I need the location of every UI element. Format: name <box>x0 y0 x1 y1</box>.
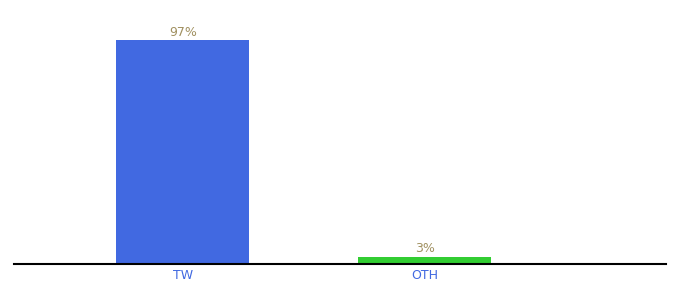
Text: 3%: 3% <box>415 242 435 255</box>
Text: 97%: 97% <box>169 26 197 38</box>
Bar <box>358 257 491 264</box>
Bar <box>116 40 250 264</box>
